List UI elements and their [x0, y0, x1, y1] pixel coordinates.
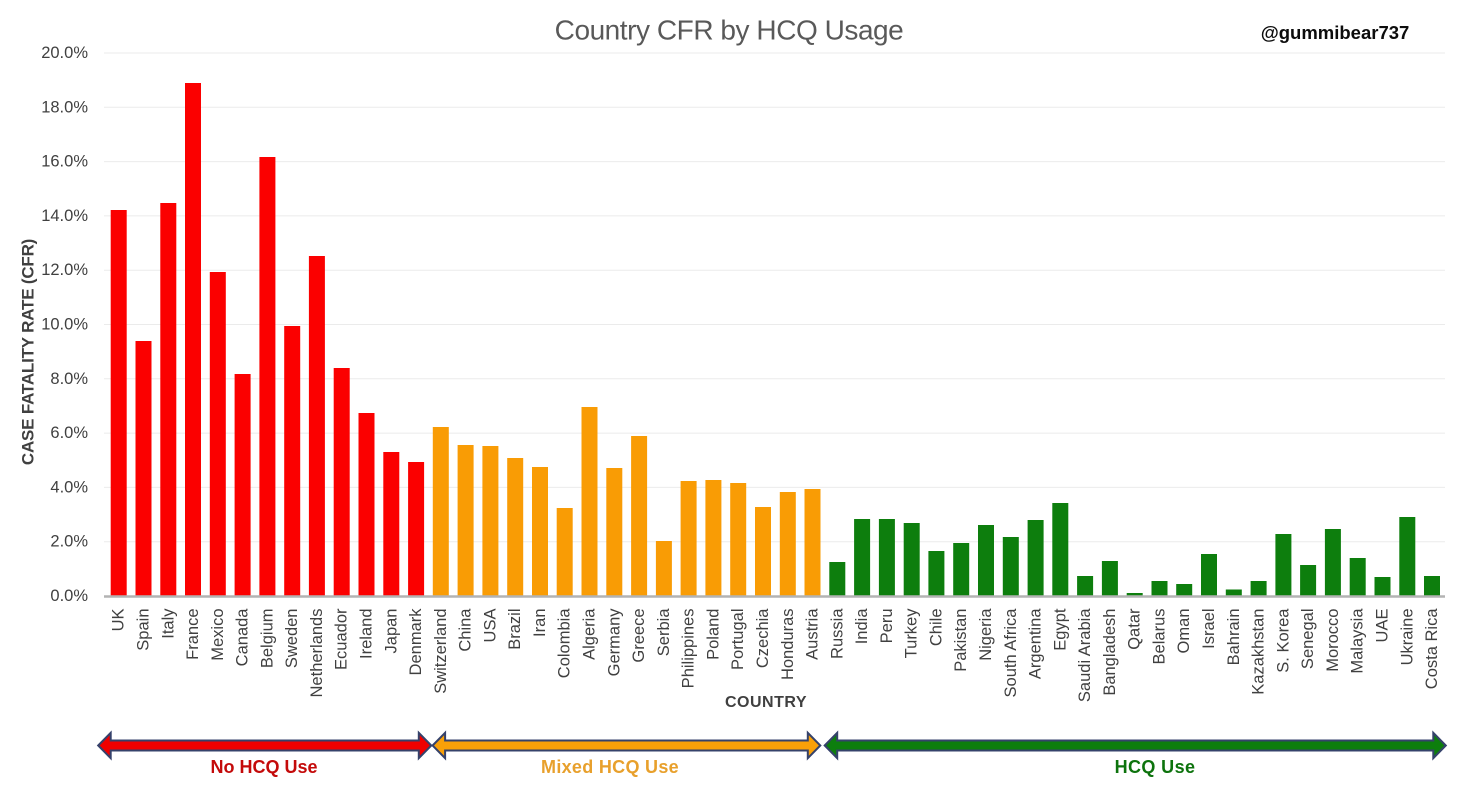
svg-text:Costa Rica: Costa Rica	[1423, 608, 1441, 690]
svg-text:20.0%: 20.0%	[41, 44, 88, 62]
svg-text:Serbia: Serbia	[655, 608, 673, 657]
svg-text:Philippines: Philippines	[680, 609, 698, 689]
svg-text:@gummibear737: @gummibear737	[1261, 22, 1410, 43]
svg-text:Turkey: Turkey	[903, 608, 921, 659]
svg-text:France: France	[184, 609, 202, 660]
svg-text:Israel: Israel	[1200, 609, 1218, 649]
svg-text:CASE FATALITY RATE (CFR): CASE FATALITY RATE (CFR)	[19, 239, 38, 465]
svg-text:12.0%: 12.0%	[41, 261, 88, 279]
svg-text:Spain: Spain	[135, 609, 153, 651]
svg-text:Saudi Arabia: Saudi Arabia	[1076, 608, 1094, 702]
svg-text:Malaysia: Malaysia	[1349, 608, 1367, 674]
svg-text:COUNTRY: COUNTRY	[725, 694, 807, 711]
svg-text:Japan: Japan	[382, 609, 400, 654]
svg-text:Egypt: Egypt	[1051, 608, 1069, 651]
svg-text:S. Korea: S. Korea	[1274, 608, 1292, 673]
svg-text:Morocco: Morocco	[1324, 609, 1342, 672]
svg-text:Germany: Germany	[605, 608, 623, 677]
svg-text:Chile: Chile	[927, 609, 945, 647]
svg-text:0.0%: 0.0%	[50, 587, 88, 605]
svg-text:Canada: Canada	[234, 608, 252, 667]
svg-text:Iran: Iran	[531, 609, 549, 637]
svg-text:16.0%: 16.0%	[41, 153, 88, 171]
svg-text:2.0%: 2.0%	[50, 533, 88, 551]
svg-text:10.0%: 10.0%	[41, 316, 88, 334]
svg-text:Bahrain: Bahrain	[1225, 609, 1243, 666]
svg-text:Belgium: Belgium	[258, 609, 276, 669]
svg-text:Oman: Oman	[1175, 609, 1193, 654]
svg-text:Belarus: Belarus	[1151, 609, 1169, 665]
svg-text:USA: USA	[481, 609, 499, 643]
svg-text:South Africa: South Africa	[1002, 608, 1020, 698]
svg-text:Bangladesh: Bangladesh	[1101, 609, 1119, 696]
svg-text:Ecuador: Ecuador	[333, 608, 351, 670]
svg-text:4.0%: 4.0%	[50, 478, 88, 496]
svg-text:Algeria: Algeria	[581, 608, 599, 660]
svg-text:UK: UK	[110, 609, 128, 632]
svg-text:Brazil: Brazil	[506, 609, 524, 650]
svg-text:China: China	[457, 608, 475, 652]
svg-text:Switzerland: Switzerland	[432, 609, 450, 694]
svg-text:Russia: Russia	[828, 608, 846, 659]
svg-text:Italy: Italy	[159, 608, 177, 639]
svg-text:18.0%: 18.0%	[41, 98, 88, 116]
svg-text:India: India	[853, 608, 871, 645]
svg-text:Netherlands: Netherlands	[308, 609, 326, 698]
svg-text:Qatar: Qatar	[1126, 608, 1144, 650]
svg-text:Argentina: Argentina	[1027, 608, 1045, 679]
svg-text:Colombia: Colombia	[556, 608, 574, 679]
svg-text:Ukraine: Ukraine	[1398, 609, 1416, 666]
svg-text:Pakistan: Pakistan	[952, 609, 970, 672]
svg-text:Kazakhstan: Kazakhstan	[1250, 609, 1268, 695]
svg-text:Senegal: Senegal	[1299, 609, 1317, 670]
svg-text:Nigeria: Nigeria	[977, 608, 995, 661]
svg-text:Denmark: Denmark	[407, 608, 425, 676]
svg-text:6.0%: 6.0%	[50, 424, 88, 442]
svg-text:Czechia: Czechia	[754, 608, 772, 668]
svg-text:HCQ Use: HCQ Use	[1115, 757, 1196, 777]
svg-text:Mixed HCQ Use: Mixed HCQ Use	[541, 757, 679, 777]
svg-text:Austria: Austria	[804, 608, 822, 660]
svg-text:8.0%: 8.0%	[50, 370, 88, 388]
svg-text:UAE: UAE	[1374, 609, 1392, 643]
svg-text:Honduras: Honduras	[779, 609, 797, 681]
svg-text:Poland: Poland	[704, 609, 722, 660]
svg-text:Sweden: Sweden	[283, 609, 301, 669]
svg-text:Portugal: Portugal	[729, 609, 747, 670]
svg-text:Greece: Greece	[630, 609, 648, 663]
svg-text:Peru: Peru	[878, 609, 896, 644]
svg-text:Ireland: Ireland	[358, 609, 376, 659]
svg-text:14.0%: 14.0%	[41, 207, 88, 225]
svg-text:Mexico: Mexico	[209, 609, 227, 661]
svg-text:Country CFR by HCQ Usage: Country CFR by HCQ Usage	[555, 14, 904, 45]
svg-text:No HCQ Use: No HCQ Use	[210, 757, 317, 777]
